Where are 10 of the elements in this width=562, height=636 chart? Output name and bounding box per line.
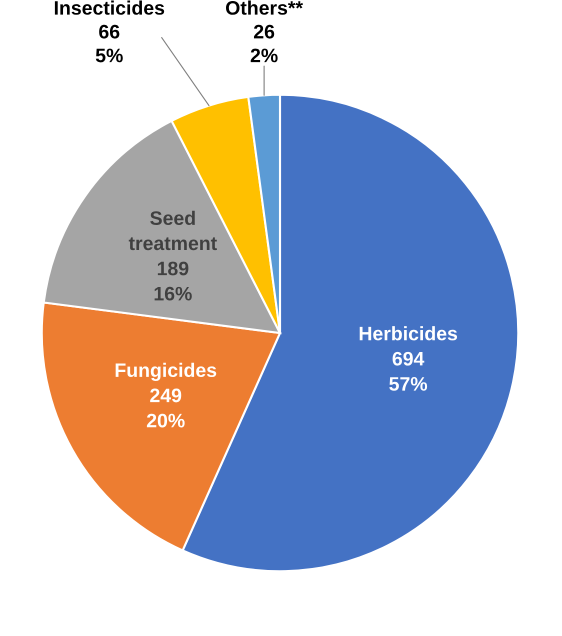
- slice-label: Seed treatment: [128, 210, 217, 250]
- slice-label: Herbicides: [360, 326, 458, 340]
- slice-label: Fungicides: [116, 362, 216, 381]
- data-label: 694 57%: [389, 352, 428, 391]
- data-label: 249 20%: [146, 388, 185, 428]
- slice-label: Others**: [226, 0, 303, 15]
- slice-label: Insecticides: [54, 0, 164, 15]
- data-label: 26 2%: [250, 24, 278, 62]
- data-label: 189 16%: [154, 262, 192, 301]
- data-label: 66 5%: [96, 24, 123, 62]
